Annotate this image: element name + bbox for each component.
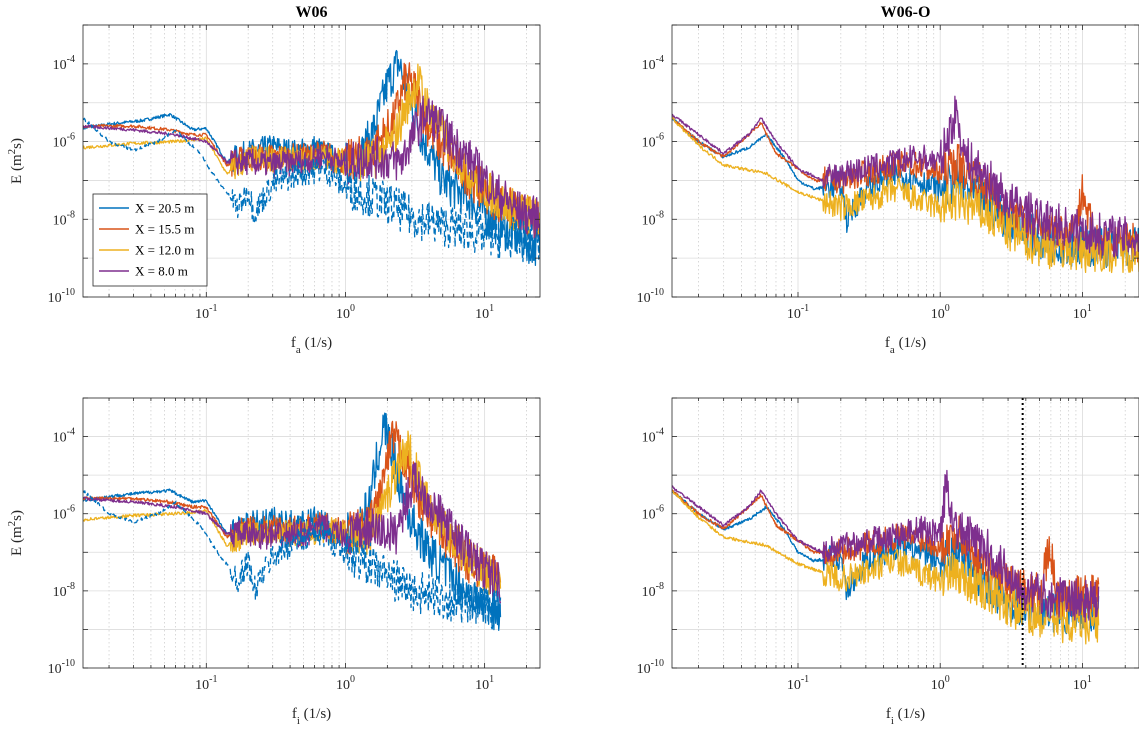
panel-2: 10-1 100 101 10-10 10-8 10-6 10-4 W06-O fa (1/s) xyxy=(637,4,1139,356)
legend-label: X = 8.0 m xyxy=(135,264,188,279)
y-tick-label: 10-10 xyxy=(48,658,75,677)
series-line-4 xyxy=(672,95,1139,258)
x-tick-label: 101 xyxy=(475,303,494,322)
plot-area xyxy=(672,469,1100,645)
panel-title: W06 xyxy=(296,4,328,21)
y-tick-label: 10-6 xyxy=(53,504,75,523)
series-line-5 xyxy=(83,117,540,263)
x-tick-label: 100 xyxy=(931,303,950,322)
y-tick-label: 10-10 xyxy=(637,287,664,306)
x-tick-label: 101 xyxy=(1073,674,1092,693)
legend: X = 20.5 m X = 15.5 m X = 12.0 m X = 8.0 m xyxy=(92,193,208,287)
x-axis-label: fi (1/s) xyxy=(292,706,331,727)
y-tick-label: 10-6 xyxy=(642,132,664,151)
x-tick-label: 10-1 xyxy=(195,303,217,322)
panel-4: 10-1 100 101 10-10 10-8 10-6 10-4 fi (1/s) xyxy=(637,397,1139,727)
axes-box xyxy=(82,397,541,669)
x-tick-label: 101 xyxy=(1073,303,1092,322)
series-line-1 xyxy=(83,49,540,267)
plot-area xyxy=(672,95,1139,274)
series-line-5 xyxy=(83,490,502,630)
y-tick-label: 10-10 xyxy=(48,287,75,306)
series-line-4 xyxy=(672,469,1100,623)
panel-1: 10-1 100 101 10-10 10-8 10-6 10-4 W06 fa (1/s) E … xyxy=(6,4,541,356)
y-tick-label: 10-6 xyxy=(53,132,75,151)
axes-box xyxy=(82,24,541,298)
series-line-3 xyxy=(83,63,540,236)
y-tick-label: 10-4 xyxy=(642,427,664,446)
panel-3: 10-1 100 101 10-10 10-8 10-6 10-4 fi (1/s) E (m2… xyxy=(6,397,541,727)
series-line-4 xyxy=(83,95,540,240)
plot-area xyxy=(83,49,540,267)
y-tick-label: 10-4 xyxy=(53,54,75,73)
x-tick-label: 100 xyxy=(336,674,355,693)
x-axis-label: fa (1/s) xyxy=(291,335,332,356)
x-tick-label: 10-1 xyxy=(787,674,809,693)
panel-title: W06-O xyxy=(881,4,931,21)
x-tick-label: 101 xyxy=(475,674,494,693)
x-tick-label: 100 xyxy=(931,674,950,693)
x-axis-label: fi (1/s) xyxy=(886,706,925,727)
series-line-4 xyxy=(83,462,502,604)
y-tick-label: 10-4 xyxy=(642,54,664,73)
x-tick-label: 100 xyxy=(336,303,355,322)
y-tick-label: 10-8 xyxy=(642,209,664,228)
axes-box xyxy=(671,24,1139,298)
legend-label: X = 15.5 m xyxy=(135,222,194,237)
legend-label: X = 12.0 m xyxy=(135,243,194,258)
y-axis-label: E (m2s) xyxy=(6,138,25,184)
y-tick-label: 10-6 xyxy=(642,504,664,523)
series-line-3 xyxy=(672,116,1139,274)
y-axis-label: E (m2s) xyxy=(6,510,25,556)
y-tick-label: 10-10 xyxy=(637,658,664,677)
y-tick-label: 10-4 xyxy=(53,427,75,446)
x-axis-label: fa (1/s) xyxy=(885,335,926,356)
plot-area xyxy=(83,412,502,631)
y-tick-label: 10-8 xyxy=(53,581,75,600)
x-tick-label: 10-1 xyxy=(787,303,809,322)
y-tick-label: 10-8 xyxy=(53,209,75,228)
legend-label: X = 20.5 m xyxy=(135,201,194,216)
y-tick-label: 10-8 xyxy=(642,581,664,600)
axes-box xyxy=(671,397,1139,669)
x-tick-label: 10-1 xyxy=(195,674,217,693)
series-line-3 xyxy=(672,490,1100,645)
